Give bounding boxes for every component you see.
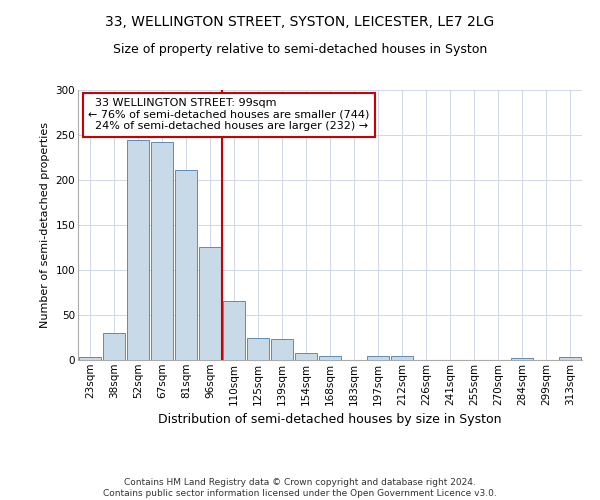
- Bar: [223, 300, 245, 360]
- X-axis label: Distribution of semi-detached houses by size in Syston: Distribution of semi-detached houses by …: [158, 413, 502, 426]
- Bar: [79, 358, 101, 360]
- Bar: [367, 356, 389, 360]
- Bar: [199, 246, 221, 360]
- Bar: [271, 340, 293, 360]
- Bar: [151, 142, 173, 360]
- Text: Contains HM Land Registry data © Crown copyright and database right 2024.
Contai: Contains HM Land Registry data © Crown c…: [103, 478, 497, 498]
- Bar: [391, 356, 413, 360]
- Bar: [247, 338, 269, 360]
- Text: 33, WELLINGTON STREET, SYSTON, LEICESTER, LE7 2LG: 33, WELLINGTON STREET, SYSTON, LEICESTER…: [106, 15, 494, 29]
- Text: 33 WELLINGTON STREET: 99sqm
← 76% of semi-detached houses are smaller (744)
  24: 33 WELLINGTON STREET: 99sqm ← 76% of sem…: [88, 98, 370, 132]
- Bar: [127, 140, 149, 360]
- Bar: [559, 358, 581, 360]
- Bar: [103, 333, 125, 360]
- Y-axis label: Number of semi-detached properties: Number of semi-detached properties: [40, 122, 50, 328]
- Bar: [511, 358, 533, 360]
- Bar: [319, 356, 341, 360]
- Bar: [295, 353, 317, 360]
- Bar: [175, 170, 197, 360]
- Text: Size of property relative to semi-detached houses in Syston: Size of property relative to semi-detach…: [113, 42, 487, 56]
